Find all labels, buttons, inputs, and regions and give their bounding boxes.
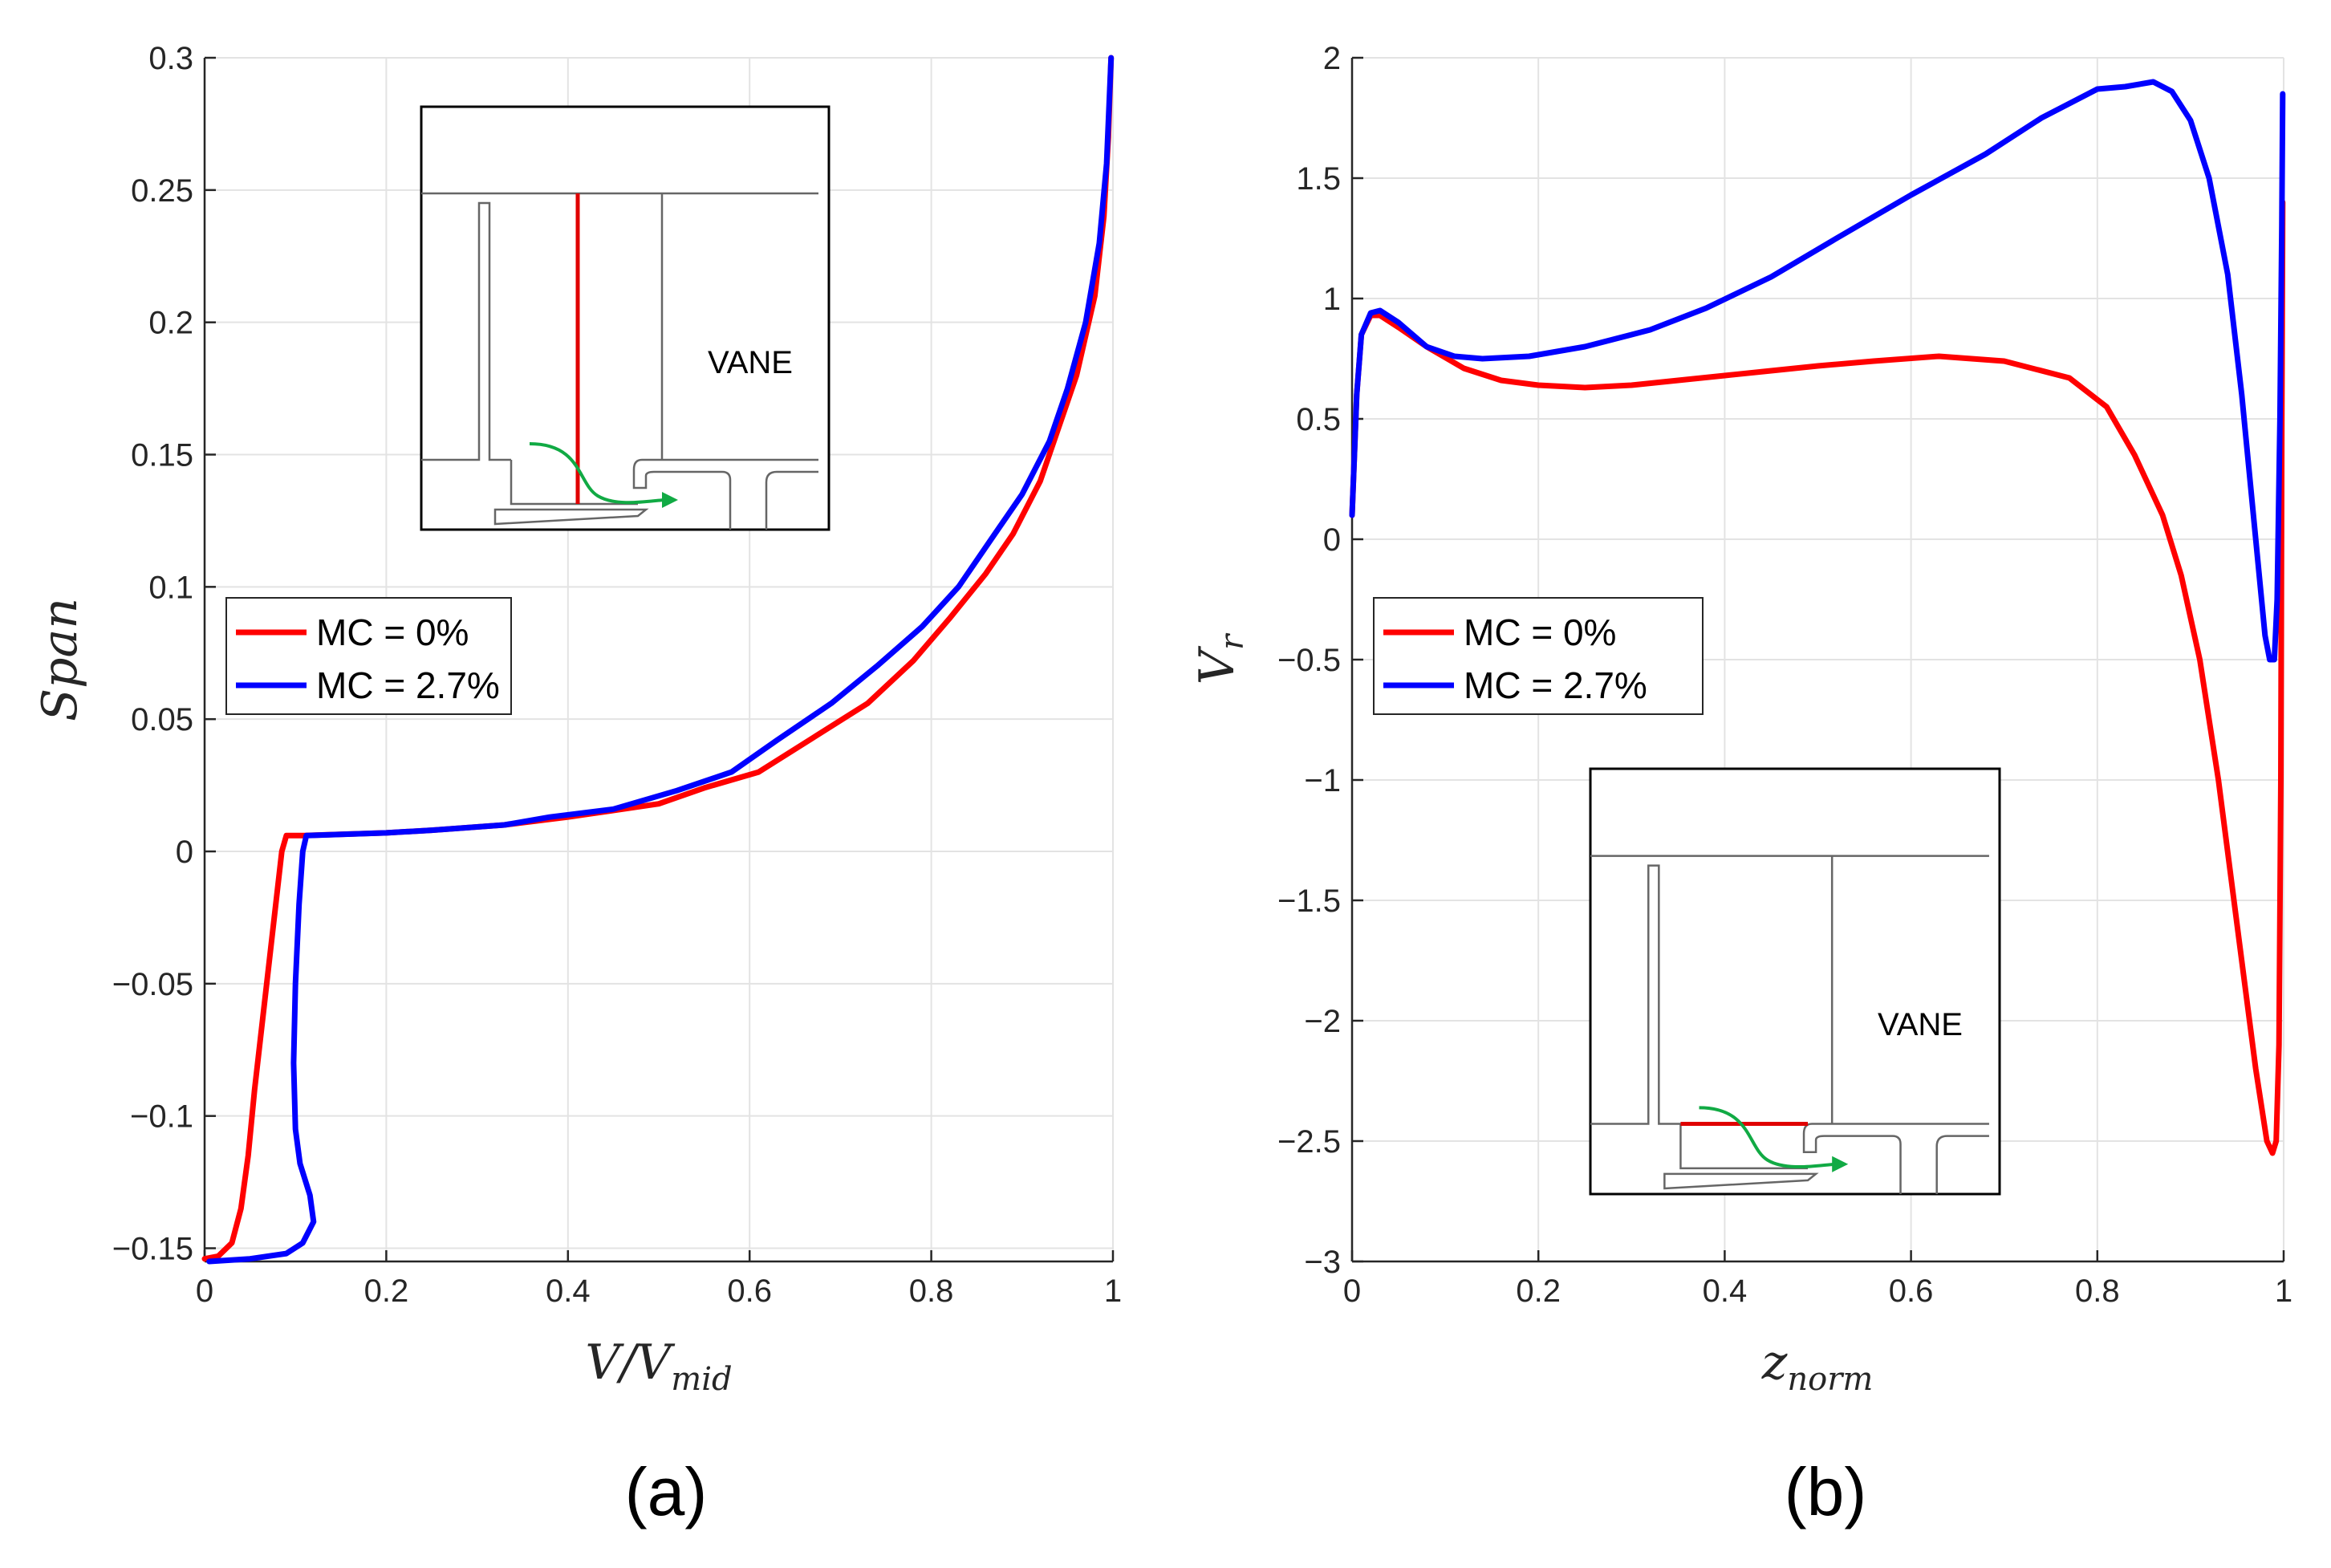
legend-box	[225, 597, 512, 715]
seal-fin	[421, 201, 511, 461]
x-tick-label: 0.4	[546, 1273, 591, 1309]
y-tick-label: −2.5	[1277, 1124, 1341, 1160]
series-line-mc-2-7	[206, 55, 1115, 1265]
x-tick-label: 0.8	[909, 1273, 954, 1309]
y-tick-label: 1	[1323, 282, 1341, 317]
x-tick-label: 0	[196, 1273, 213, 1309]
panel-b: 0 0.2 0.4 0.6 0.8 1 −3 −2.5 −2 −1.5 −1 −0.5 0 0.5 1 1.5…	[1189, 41, 2292, 1529]
legend: MC = 0% MC = 2.7%	[225, 597, 512, 715]
cavity-wall	[510, 460, 638, 506]
rotor-lip	[493, 508, 649, 526]
cavity-wall	[1679, 1123, 1809, 1170]
legend-entry: MC = 2.7%	[316, 664, 500, 706]
y-tick-label: −1	[1304, 763, 1341, 798]
seal-fin	[1590, 864, 1681, 1125]
legend-entry: MC = 0%	[1464, 611, 1616, 653]
panel-label: (b)	[1785, 1454, 1867, 1529]
inset-schematic: VANE	[1589, 767, 2001, 1196]
hub-line	[1802, 1123, 1989, 1194]
y-tick-label: −3	[1304, 1245, 1341, 1280]
legend-entry: MC = 2.7%	[1464, 664, 1647, 706]
x-tick-label: 1	[2275, 1273, 2292, 1309]
series-line-mc-0	[201, 55, 1115, 1262]
series-line-mc-2-7	[1349, 79, 2286, 663]
leakage-arrow-head-icon	[662, 492, 678, 508]
y-tick-label: 0.1	[148, 570, 193, 605]
y-axis-label-subscript: r	[1214, 632, 1251, 650]
y-tick-label: 1.5	[1296, 161, 1341, 197]
x-tick-label: 0.4	[1703, 1273, 1748, 1309]
blade-root	[765, 470, 818, 530]
y-tick-label: −0.1	[130, 1099, 193, 1135]
x-tick-label: 0	[1343, 1273, 1361, 1309]
y-tick-label: 0.25	[131, 173, 193, 209]
y-tick-label: 2	[1323, 41, 1341, 76]
y-tick-label: −0.5	[1277, 643, 1341, 678]
x-tick-label: 1	[1104, 1273, 1122, 1309]
y-tick-label: −0.15	[112, 1232, 193, 1267]
vane-label: VANE	[1878, 1007, 1963, 1042]
y-tick-label: 0	[1323, 522, 1341, 558]
inset-schematic: VANE	[420, 105, 830, 531]
blade-root	[1935, 1135, 1989, 1194]
x-tick-label: 0.2	[1516, 1273, 1561, 1309]
leakage-flow-arrow	[529, 442, 667, 505]
panel-label: (a)	[625, 1454, 708, 1529]
y-axis-label: Span	[32, 598, 88, 721]
panel-a: 0 0.2 0.4 0.6 0.8 1 −0.15 −0.1 −0.05 0 0.05 0.1 0.15…	[32, 41, 1122, 1529]
y-tick-label: 0.2	[148, 306, 193, 341]
y-tick-label: −0.05	[112, 967, 193, 1002]
y-tick-label: 0.5	[1296, 402, 1341, 437]
leakage-flow-arrow	[1699, 1106, 1837, 1169]
x-axis-label-subscript: mid	[671, 1361, 732, 1398]
inset-frame	[1589, 767, 2001, 1196]
x-axis-label: V/Vmid	[585, 1334, 732, 1398]
y-tick-label: 0.15	[131, 438, 193, 473]
x-tick-label: 0.8	[2075, 1273, 2120, 1309]
y-tick-label: 0	[176, 835, 193, 870]
legend-box	[1373, 597, 1704, 715]
y-tick-label: −1.5	[1277, 884, 1341, 919]
x-axis-label-subscript: norm	[1787, 1361, 1873, 1398]
vane-label: VANE	[708, 345, 793, 380]
legend-entry: MC = 0%	[316, 611, 469, 653]
legend: MC = 0% MC = 2.7%	[1373, 597, 1704, 715]
hub-line	[632, 458, 818, 530]
rotor-lip	[1663, 1172, 1819, 1190]
inset-frame	[420, 105, 830, 531]
x-tick-label: 0.6	[1889, 1273, 1934, 1309]
y-tick-label: 0.3	[148, 41, 193, 76]
y-tick-label: 0.05	[131, 702, 193, 737]
leakage-arrow-head-icon	[1832, 1156, 1849, 1172]
x-tick-label: 0.2	[364, 1273, 409, 1309]
y-tick-label: −2	[1304, 1004, 1341, 1039]
x-tick-label: 0.6	[727, 1273, 772, 1309]
